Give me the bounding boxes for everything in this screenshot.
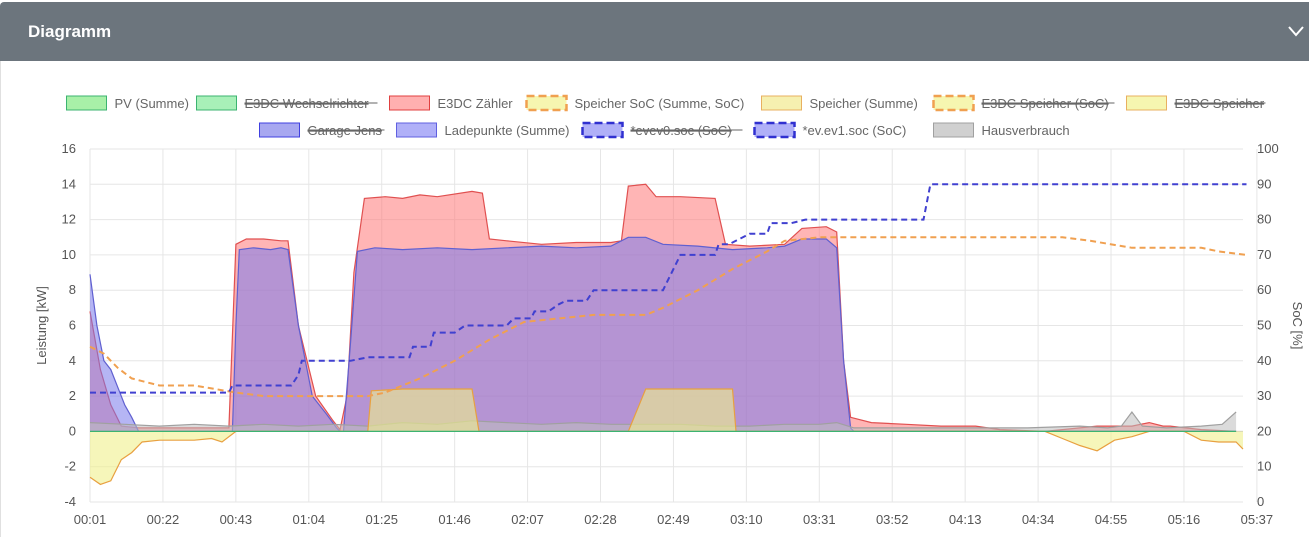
- panel-header[interactable]: Diagramm: [0, 2, 1309, 61]
- x-tick-label: 02:49: [657, 512, 690, 527]
- legend-label[interactable]: Speicher SoC (Summe, SoC): [575, 96, 745, 111]
- y-left-tick-label: 2: [69, 388, 76, 403]
- y-left-tick-label: 4: [69, 353, 76, 368]
- x-tick-label: 01:25: [365, 512, 398, 527]
- y-left-tick-label: 10: [62, 247, 76, 262]
- legend-label[interactable]: Hausverbrauch: [982, 123, 1070, 138]
- series-area-ladepunkte-summe: [90, 237, 1237, 432]
- panel-title: Diagramm: [28, 22, 112, 41]
- y-right-tick-label: 20: [1257, 423, 1271, 438]
- x-tick-label: 05:37: [1241, 512, 1274, 527]
- y-right-tick-label: 80: [1257, 212, 1271, 227]
- y-left-axis-label: Leistung [kW]: [34, 286, 49, 365]
- legend-label[interactable]: *ev.ev1.soc (SoC): [803, 123, 907, 138]
- x-tick-label: 02:28: [584, 512, 617, 527]
- legend-label[interactable]: Speicher (Summe): [810, 96, 918, 111]
- y-left-tick-label: 14: [62, 176, 76, 191]
- legend-swatch[interactable]: [396, 122, 437, 138]
- legend-swatch[interactable]: [932, 94, 975, 112]
- legend-swatch[interactable]: [1126, 95, 1167, 111]
- legend-swatch[interactable]: [525, 94, 568, 112]
- x-tick-label: 03:52: [876, 512, 909, 527]
- y-left-tick-label: 6: [69, 318, 76, 333]
- legend-swatch[interactable]: [389, 95, 430, 111]
- legend-swatch[interactable]: [753, 121, 796, 139]
- y-left-tick-label: -4: [64, 494, 76, 509]
- legend-swatch[interactable]: [66, 95, 107, 111]
- x-tick-label: 05:16: [1168, 512, 1201, 527]
- x-tick-label: 00:22: [147, 512, 180, 527]
- y-right-axis-label: SoC [%]: [1290, 302, 1305, 350]
- y-right-tick-label: 100: [1257, 141, 1279, 156]
- legend-swatch[interactable]: [196, 95, 237, 111]
- y-left-tick-label: 0: [69, 423, 76, 438]
- chart: -4 -2 0 2 4 6 8 10 12 14 16 0 10 20 30 40 50 60 70 80 90 100 0…: [34, 94, 1305, 527]
- series-line-e3dc-z-hler: [89, 183, 1237, 433]
- y-right-tick-label: 60: [1257, 282, 1271, 297]
- legend-label[interactable]: PV (Summe): [115, 96, 189, 111]
- legend-swatch[interactable]: [761, 95, 802, 111]
- x-tick-label: 04:13: [949, 512, 982, 527]
- legend-swatch[interactable]: [259, 122, 300, 138]
- x-tick-label: 00:01: [74, 512, 107, 527]
- y-left-tick-label: -2: [64, 459, 76, 474]
- legend-swatch[interactable]: [581, 121, 624, 139]
- series-line-ev-ev1-soc-soc: [90, 183, 1247, 394]
- chevron-down-icon[interactable]: [1287, 24, 1305, 38]
- y-left-tick-label: 8: [69, 282, 76, 297]
- x-tick-label: 02:07: [511, 512, 544, 527]
- legend-label[interactable]: Ladepunkte (Summe): [445, 123, 570, 138]
- series-line-speicher-soc-summe-soc: [89, 236, 1247, 398]
- chart-area: -4 -2 0 2 4 6 8 10 12 14 16 0 10 20 30 40 50 60 70 80 90 100 0…: [0, 61, 1309, 537]
- x-tick-label: 00:43: [220, 512, 253, 527]
- x-tick-label: 03:31: [803, 512, 836, 527]
- y-right-tick-label: 30: [1257, 388, 1271, 403]
- y-left-tick-label: 16: [62, 141, 76, 156]
- x-tick-label: 04:34: [1022, 512, 1055, 527]
- y-right-tick-label: 50: [1257, 318, 1271, 333]
- y-right-tick-label: 0: [1257, 494, 1264, 509]
- x-tick-label: 04:55: [1095, 512, 1128, 527]
- legend-label[interactable]: E3DC Zähler: [438, 96, 514, 111]
- y-right-tick-label: 70: [1257, 247, 1271, 262]
- legend-swatch[interactable]: [933, 122, 974, 138]
- x-tick-label: 01:46: [438, 512, 471, 527]
- y-right-tick-label: 40: [1257, 353, 1271, 368]
- x-tick-label: 03:10: [730, 512, 763, 527]
- series-area-speicher-summe: [90, 389, 1243, 485]
- x-tick-label: 01:04: [293, 512, 326, 527]
- y-right-tick-label: 90: [1257, 176, 1271, 191]
- y-left-tick-label: 12: [62, 212, 76, 227]
- y-right-tick-label: 10: [1257, 459, 1271, 474]
